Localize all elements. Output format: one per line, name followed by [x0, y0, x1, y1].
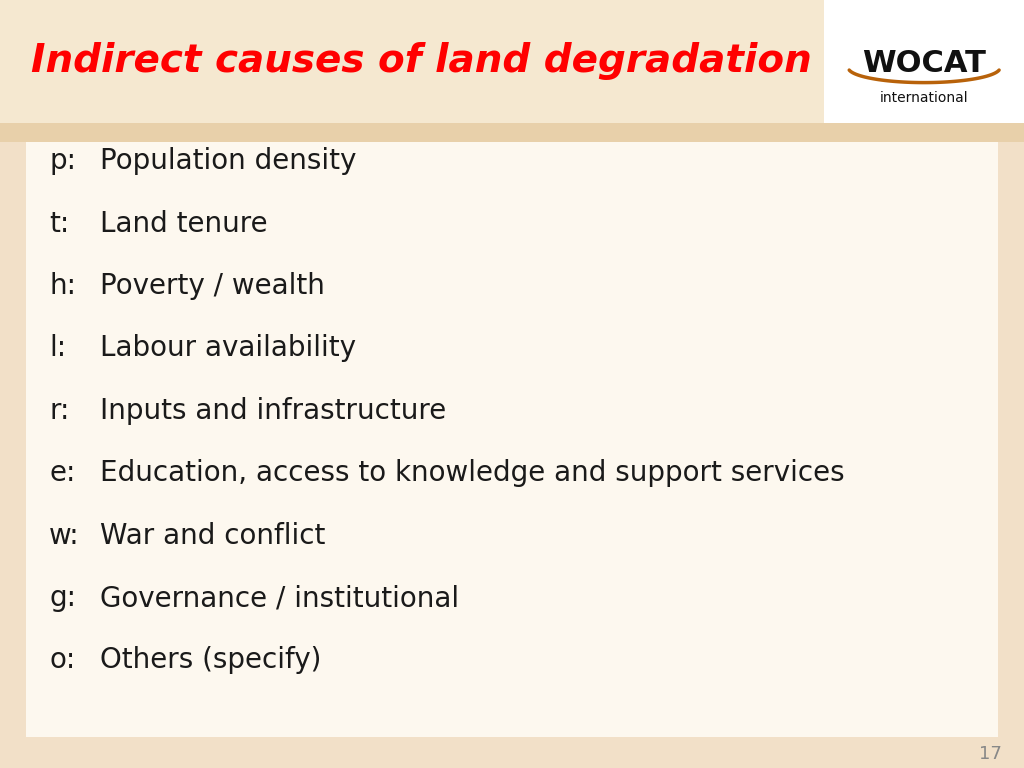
FancyBboxPatch shape — [824, 0, 1024, 123]
Text: Population density: Population density — [100, 147, 356, 175]
Text: Inputs and infrastructure: Inputs and infrastructure — [100, 397, 446, 425]
Text: e:: e: — [49, 459, 76, 487]
Text: Governance / institutional: Governance / institutional — [100, 584, 460, 612]
Text: Land tenure: Land tenure — [100, 210, 268, 237]
Text: 17: 17 — [979, 745, 1001, 763]
Text: Indirect causes of land degradation: Indirect causes of land degradation — [31, 42, 811, 81]
Text: Education, access to knowledge and support services: Education, access to knowledge and suppo… — [100, 459, 845, 487]
Text: Others (specify): Others (specify) — [100, 647, 322, 674]
Text: o:: o: — [49, 647, 76, 674]
Text: w:: w: — [49, 521, 80, 550]
FancyBboxPatch shape — [26, 142, 998, 737]
Text: WOCAT: WOCAT — [862, 49, 986, 78]
Text: international: international — [880, 91, 969, 105]
Text: l:: l: — [49, 335, 67, 362]
FancyBboxPatch shape — [0, 123, 1024, 142]
Text: Labour availability: Labour availability — [100, 335, 356, 362]
Text: t:: t: — [49, 210, 70, 237]
Text: r:: r: — [49, 397, 70, 425]
Text: p:: p: — [49, 147, 76, 175]
Text: Poverty / wealth: Poverty / wealth — [100, 272, 326, 300]
Text: h:: h: — [49, 272, 76, 300]
Text: War and conflict: War and conflict — [100, 521, 326, 550]
Text: g:: g: — [49, 584, 76, 612]
FancyBboxPatch shape — [0, 0, 1024, 123]
